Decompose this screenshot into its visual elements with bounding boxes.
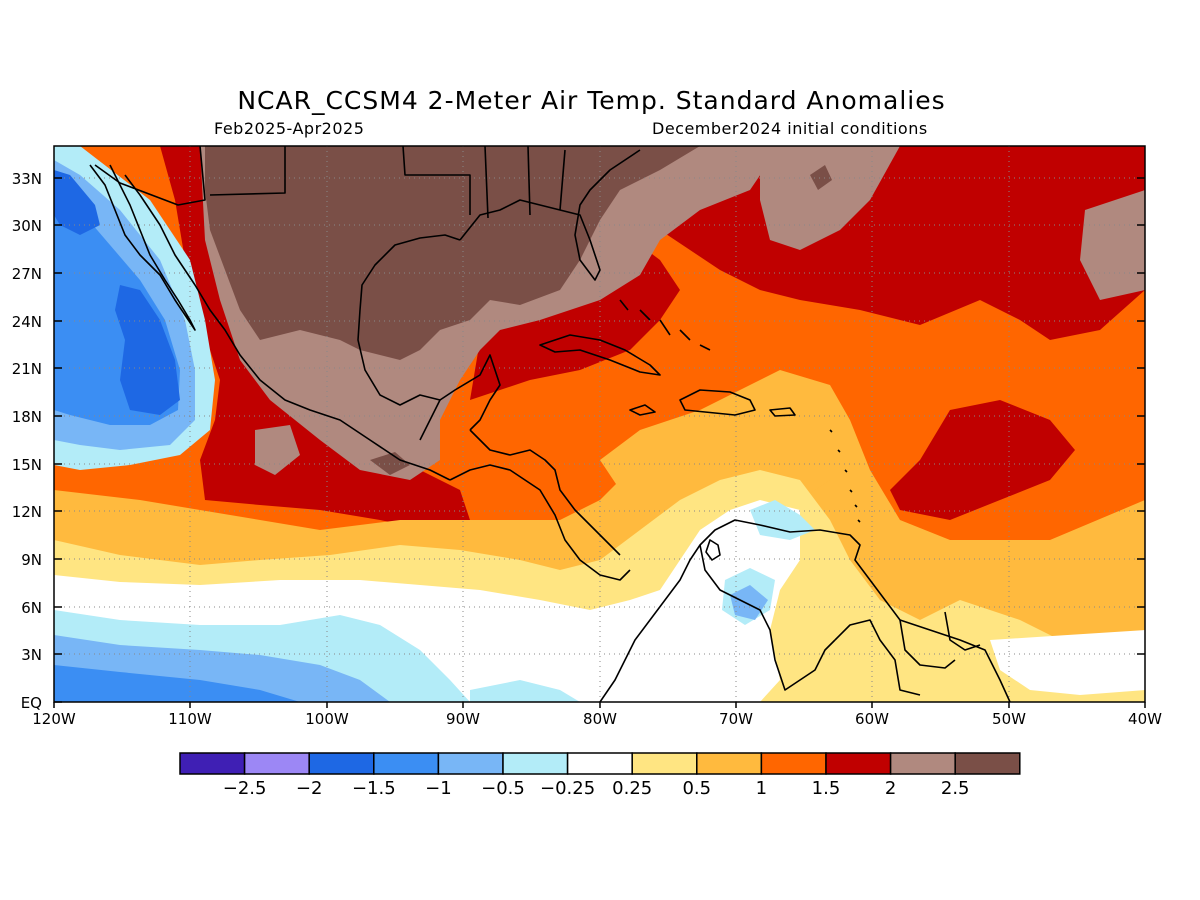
colorbar-swatch	[631, 752, 698, 775]
y-tick-label: 18N	[12, 408, 42, 426]
y-tick-label: 30N	[12, 217, 42, 235]
colorbar-label: 0.5	[682, 778, 711, 799]
colorbar-swatch	[889, 752, 956, 775]
x-tick-label: 70W	[719, 710, 753, 728]
colorbar-swatch	[696, 752, 763, 775]
x-tick-label: 110W	[168, 710, 212, 728]
field-lightbrown-ne	[1080, 190, 1145, 300]
initial-conditions: December2024 initial conditions	[652, 119, 928, 138]
colorbar-swatch	[825, 752, 892, 775]
field-pale-cyan-south2	[470, 680, 580, 702]
colorbar: −2.5 −2 −1.5 −1 −0.5 −0.25 0.25 0.5 1 1.5 2 2.5	[179, 752, 1021, 799]
x-tick-label: 100W	[305, 710, 349, 728]
y-ticks	[54, 177, 1145, 703]
y-tick-label: 9N	[21, 551, 42, 569]
colorbar-label: −2	[296, 778, 323, 799]
y-tick-label: 33N	[12, 170, 42, 188]
field-deepbrown	[205, 146, 700, 360]
field-red-pacific	[160, 146, 470, 530]
field-deepbrown-small	[810, 165, 832, 190]
colorbar-swatch	[502, 752, 569, 775]
coastlines	[89, 146, 1011, 702]
colorbar-label: 1	[756, 778, 767, 799]
colorbar-swatch	[566, 752, 633, 775]
forecast-period: Feb2025-Apr2025	[214, 119, 365, 138]
field-white-atl	[990, 630, 1145, 695]
colorbar-swatch	[308, 752, 375, 775]
graticule	[54, 146, 1145, 702]
colorbar-swatch	[760, 752, 827, 775]
x-tick-labels: 120W 110W 100W 90W 80W 70W 60W 50W 40W	[32, 710, 1162, 728]
x-tick-label: 120W	[32, 710, 76, 728]
y-tick-labels: EQ 3N 6N 9N 12N 15N 18N 21N 24N 27N 30N …	[12, 170, 42, 712]
y-tick-label: 12N	[12, 503, 42, 521]
colorbar-swatch	[954, 752, 1021, 775]
colorbar-label: −0.5	[481, 778, 525, 799]
colorbar-swatch	[243, 752, 310, 775]
y-tick-label: EQ	[21, 694, 42, 712]
colorbar-label: −2.5	[223, 778, 267, 799]
colorbar-label: −0.25	[540, 778, 595, 799]
x-tick-label: 60W	[855, 710, 889, 728]
colorbar-label: −1.5	[352, 778, 396, 799]
colorbar-label: 2.5	[941, 778, 970, 799]
colorbar-swatch	[179, 752, 246, 775]
y-tick-label: 24N	[12, 313, 42, 331]
colorbar-label: −1	[425, 778, 452, 799]
field-lightbrown-pac	[255, 425, 300, 475]
x-tick-label: 90W	[446, 710, 480, 728]
colorbar-swatch	[437, 752, 504, 775]
y-tick-label: 27N	[12, 265, 42, 283]
x-ticks	[53, 702, 1146, 708]
field-red-atlantic-blob	[890, 400, 1075, 520]
field-lightblue-ven	[730, 585, 768, 620]
field-lightblue-south2	[490, 692, 560, 702]
field-blue-pacific-north	[54, 170, 100, 235]
field-blue-pacific-core	[115, 285, 180, 415]
colorbar-swatch	[373, 752, 440, 775]
field-midblue-south	[54, 665, 300, 702]
y-tick-label: 6N	[21, 599, 42, 617]
y-tick-label: 3N	[21, 646, 42, 664]
x-tick-label: 50W	[992, 710, 1026, 728]
x-tick-label: 40W	[1128, 710, 1162, 728]
x-tick-label: 80W	[583, 710, 617, 728]
field-lightbrown-atl	[760, 146, 900, 250]
y-tick-label: 15N	[12, 456, 42, 474]
field-pale-cyan-carib	[750, 500, 815, 540]
colorbar-label: 1.5	[812, 778, 841, 799]
map-title: NCAR_CCSM4 2-Meter Air Temp. Standard An…	[237, 86, 946, 115]
colorbar-label: 0.25	[612, 778, 652, 799]
anomaly-field	[54, 146, 1145, 702]
y-tick-label: 21N	[12, 360, 42, 378]
colorbar-label: 2	[885, 778, 896, 799]
